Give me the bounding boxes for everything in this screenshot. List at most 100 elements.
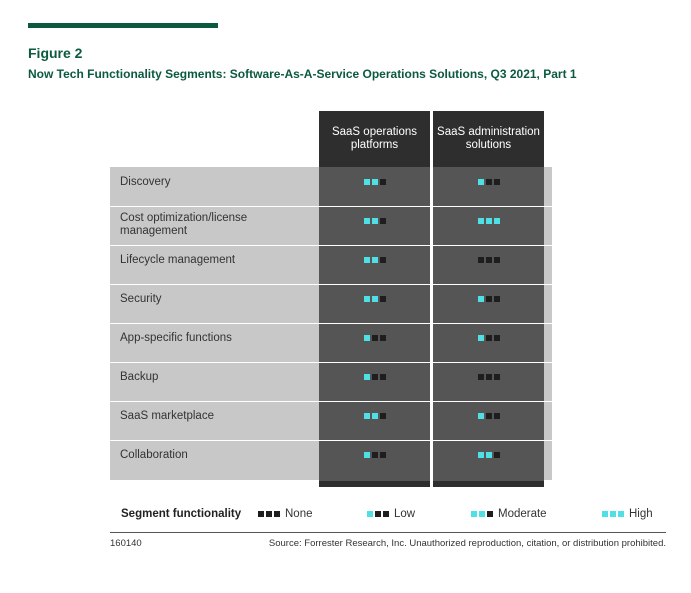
- legend-label-none: None: [285, 508, 313, 520]
- column-header-saas-operations-platforms: SaaS operations platforms: [319, 111, 430, 167]
- rating-row-3-col-2: [478, 257, 500, 263]
- rating-row-6-col-2-square-2: [486, 374, 492, 380]
- legend-swatch-high-square-3: [618, 511, 624, 517]
- rating-row-6-col-1-square-1: [364, 374, 370, 380]
- legend-swatch-low-square-1: [367, 511, 373, 517]
- rating-row-3-col-2-square-3: [494, 257, 500, 263]
- legend-swatch-moderate-square-2: [479, 511, 485, 517]
- figure-title: Now Tech Functionality Segments: Softwar…: [28, 67, 577, 81]
- footer-rule: [110, 532, 666, 533]
- row-divider-7: [110, 440, 552, 441]
- legend-swatch-moderate-square-1: [471, 511, 477, 517]
- figure-label: Figure 2: [28, 45, 83, 61]
- rating-row-7-col-2-square-1: [478, 413, 484, 419]
- rating-row-3-col-1: [364, 257, 386, 263]
- column-foot-saas-operations-platforms: [319, 481, 430, 487]
- rating-row-3-col-1-square-2: [372, 257, 378, 263]
- rating-row-5-col-2-square-2: [486, 335, 492, 341]
- rating-row-2-col-2-square-2: [486, 218, 492, 224]
- rating-row-2-col-1-square-1: [364, 218, 370, 224]
- legend-label-moderate: Moderate: [498, 508, 547, 520]
- legend-item-none: None: [258, 508, 313, 520]
- rating-row-8-col-2: [478, 452, 500, 458]
- row-divider-1: [110, 206, 552, 207]
- rating-row-7-col-1-square-1: [364, 413, 370, 419]
- rating-row-2-col-2-square-3: [494, 218, 500, 224]
- legend-swatch-high-square-2: [610, 511, 616, 517]
- row-label-3: Lifecycle management: [120, 254, 236, 266]
- legend-swatch-none-square-1: [258, 511, 264, 517]
- rating-row-5-col-1-square-1: [364, 335, 370, 341]
- rating-row-4-col-1-square-1: [364, 296, 370, 302]
- row-label-4: Security: [120, 293, 162, 305]
- rating-row-4-col-1: [364, 296, 386, 302]
- rating-row-1-col-2: [478, 179, 500, 185]
- source-note: Source: Forrester Research, Inc. Unautho…: [268, 538, 666, 549]
- rating-row-8-col-2-square-2: [486, 452, 492, 458]
- rating-row-5-col-2-square-1: [478, 335, 484, 341]
- rating-row-3-col-1-square-1: [364, 257, 370, 263]
- rating-row-5-col-1-square-2: [372, 335, 378, 341]
- row-label-1: Discovery: [120, 176, 171, 188]
- top-accent-rule: [28, 23, 218, 28]
- rating-row-1-col-1: [364, 179, 386, 185]
- rating-row-6-col-1-square-3: [380, 374, 386, 380]
- column-body-saas-operations-platforms: [319, 167, 430, 487]
- row-label-2: Cost optimization/license management: [120, 212, 248, 237]
- legend-label-high: High: [629, 508, 653, 520]
- rating-row-1-col-1-square-2: [372, 179, 378, 185]
- rating-row-1-col-2-square-3: [494, 179, 500, 185]
- rating-row-1-col-1-square-3: [380, 179, 386, 185]
- rating-row-5-col-1-square-3: [380, 335, 386, 341]
- row-divider-5: [110, 362, 552, 363]
- rating-row-4-col-2-square-1: [478, 296, 484, 302]
- legend-swatch-low-square-3: [383, 511, 389, 517]
- legend-swatch-moderate: [471, 511, 493, 517]
- legend-item-high: High: [602, 508, 653, 520]
- legend-item-moderate: Moderate: [471, 508, 547, 520]
- rating-row-2-col-1: [364, 218, 386, 224]
- rating-row-7-col-2-square-2: [486, 413, 492, 419]
- rating-row-8-col-2-square-3: [494, 452, 500, 458]
- legend-swatch-none-square-2: [266, 511, 272, 517]
- row-label-6: Backup: [120, 371, 159, 383]
- rating-row-4-col-2-square-3: [494, 296, 500, 302]
- legend-swatch-low: [367, 511, 389, 517]
- column-header-saas-administration-solutions: SaaS administration solutions: [433, 111, 544, 167]
- rating-row-6-col-2-square-1: [478, 374, 484, 380]
- rating-row-1-col-1-square-1: [364, 179, 370, 185]
- rating-row-8-col-1-square-2: [372, 452, 378, 458]
- rating-row-6-col-2-square-3: [494, 374, 500, 380]
- rating-row-6-col-1: [364, 374, 386, 380]
- legend-label-low: Low: [394, 508, 416, 520]
- rating-row-4-col-2-square-2: [486, 296, 492, 302]
- rating-row-7-col-1-square-3: [380, 413, 386, 419]
- rating-row-2-col-1-square-3: [380, 218, 386, 224]
- legend-swatch-none: [258, 511, 280, 517]
- rating-row-1-col-2-square-1: [478, 179, 484, 185]
- rating-row-5-col-1: [364, 335, 386, 341]
- rating-row-7-col-1: [364, 413, 386, 419]
- legend-swatch-none-square-3: [274, 511, 280, 517]
- rating-row-7-col-1-square-2: [372, 413, 378, 419]
- column-foot-saas-administration-solutions: [433, 481, 544, 487]
- row-label-8: Collaboration: [120, 449, 188, 461]
- row-divider-4: [110, 323, 552, 324]
- legend: Segment functionality None Low Moderate Hig…: [0, 508, 691, 524]
- row-label-7: SaaS marketplace: [120, 410, 214, 422]
- rating-row-1-col-2-square-2: [486, 179, 492, 185]
- rating-row-8-col-2-square-1: [478, 452, 484, 458]
- rating-row-4-col-1-square-2: [372, 296, 378, 302]
- legend-title: Segment functionality: [121, 508, 242, 520]
- row-divider-3: [110, 284, 552, 285]
- rating-row-6-col-2: [478, 374, 500, 380]
- legend-swatch-moderate-square-3: [487, 511, 493, 517]
- rating-row-5-col-2: [478, 335, 500, 341]
- legend-swatch-low-square-2: [375, 511, 381, 517]
- rating-row-3-col-1-square-3: [380, 257, 386, 263]
- rating-row-5-col-2-square-3: [494, 335, 500, 341]
- rating-row-8-col-1: [364, 452, 386, 458]
- rating-row-3-col-2-square-1: [478, 257, 484, 263]
- row-divider-6: [110, 401, 552, 402]
- legend-item-low: Low: [367, 508, 415, 520]
